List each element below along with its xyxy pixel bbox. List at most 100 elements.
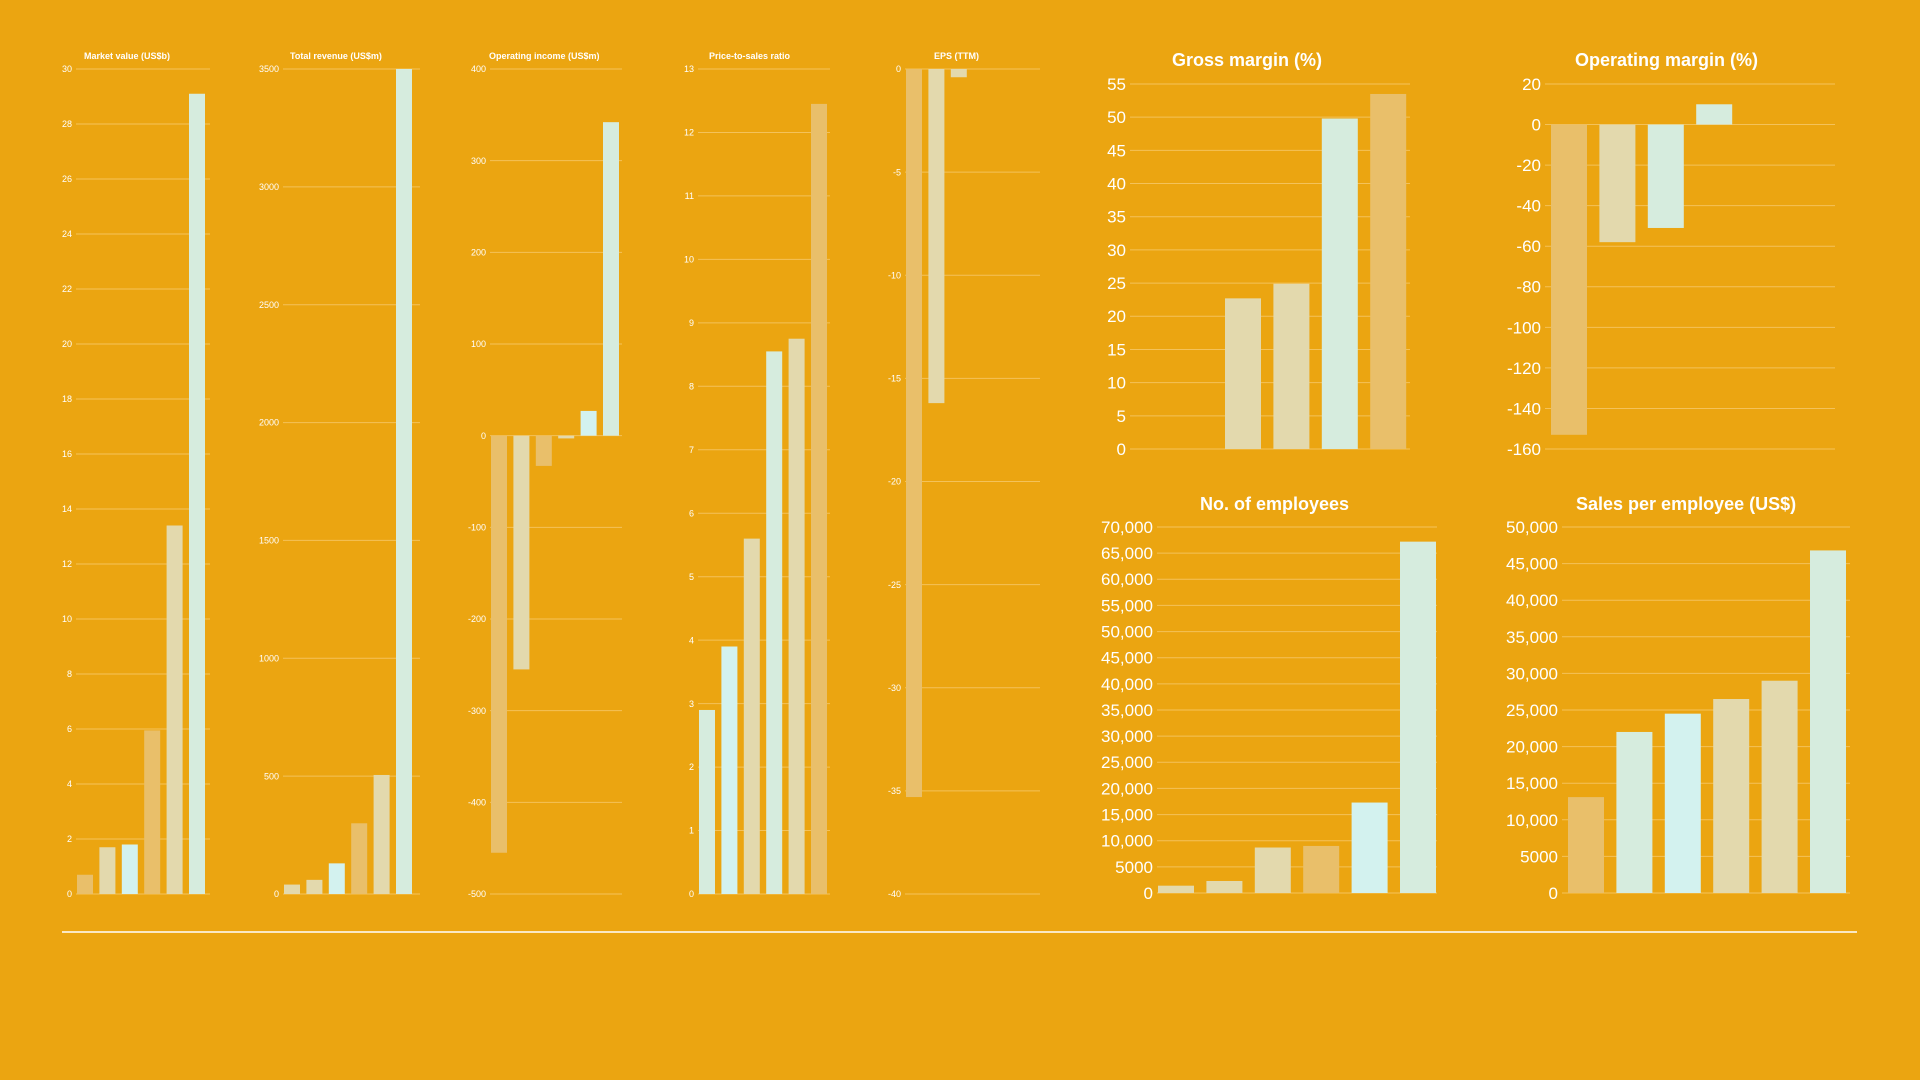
bar [1696, 104, 1733, 125]
bar [1225, 298, 1261, 449]
y-tick-label: 10,000 [1101, 832, 1153, 851]
bar [1599, 124, 1636, 243]
bar [766, 351, 783, 895]
y-tick-label: 35,000 [1506, 628, 1558, 647]
y-tick-label: 15,000 [1506, 774, 1558, 793]
y-tick-label: 0 [1532, 116, 1541, 135]
bar [721, 646, 738, 894]
y-tick-label: -15 [888, 374, 901, 384]
y-tick-label: -60 [1516, 237, 1541, 256]
y-tick-label: 45,000 [1506, 555, 1558, 574]
y-tick-label: 300 [471, 156, 486, 166]
chart-3: -500 -400 -300 -200 -100 0 100 200 300 400Operati… [468, 51, 622, 899]
y-tick-label: -40 [888, 889, 901, 899]
chart-6: 0 5 10 15 20 25 30 35 40 45 50 55 Gross margin (%) [1107, 50, 1410, 459]
y-tick-label: 18 [62, 394, 72, 404]
y-tick-label: 20,000 [1101, 779, 1153, 798]
y-tick-label: -140 [1507, 399, 1541, 418]
y-tick-label: 10 [62, 614, 72, 624]
bar [1370, 93, 1407, 450]
bar [699, 709, 715, 894]
y-tick-label: 0 [481, 431, 486, 441]
y-tick-label: 20 [62, 339, 72, 349]
chart-title: No. of employees [1200, 494, 1349, 514]
y-tick-label: 0 [1549, 884, 1558, 903]
bar [1761, 680, 1798, 893]
bar [1400, 541, 1436, 893]
y-tick-label: 10 [1107, 374, 1126, 393]
bar [1616, 731, 1653, 893]
y-tick-label: 35 [1107, 208, 1126, 227]
y-tick-label: 3 [689, 699, 694, 709]
y-tick-label: -200 [468, 614, 486, 624]
y-tick-label: -100 [1507, 318, 1541, 337]
y-tick-label: -160 [1507, 440, 1541, 459]
y-tick-label: 2 [689, 762, 694, 772]
y-tick-label: 25,000 [1101, 753, 1153, 772]
bar [306, 879, 323, 894]
bar [1551, 124, 1587, 435]
bar [328, 863, 345, 894]
y-tick-label: 26 [62, 174, 72, 184]
bar [189, 93, 205, 894]
y-tick-label: -120 [1507, 359, 1541, 378]
chart-8: 0 5000 10,000 15,000 20,000 25,000 30,000 35,00… [1101, 494, 1437, 903]
y-tick-label: 55,000 [1101, 596, 1153, 615]
y-tick-label: 30,000 [1506, 664, 1558, 683]
y-tick-label: 22 [62, 284, 72, 294]
bar [1647, 124, 1684, 228]
y-tick-label: 2000 [259, 418, 279, 428]
bar [166, 525, 183, 894]
bar [580, 410, 597, 436]
y-tick-label: 7 [689, 445, 694, 455]
y-tick-label: 10,000 [1506, 811, 1558, 830]
y-tick-label: 35,000 [1101, 701, 1153, 720]
y-tick-label: 14 [62, 504, 72, 514]
y-tick-label: -5 [893, 167, 901, 177]
bar [1713, 699, 1750, 893]
y-tick-label: 25,000 [1506, 701, 1558, 720]
chart-title: Total revenue (US$m) [290, 51, 382, 61]
bar [99, 847, 116, 894]
y-tick-label: 50,000 [1101, 623, 1153, 642]
y-tick-label: 25 [1107, 274, 1126, 293]
y-tick-label: 8 [67, 669, 72, 679]
bar [811, 103, 827, 894]
y-tick-label: 40 [1107, 174, 1126, 193]
y-tick-label: 0 [689, 889, 694, 899]
bar [743, 538, 760, 894]
y-tick-label: 70,000 [1101, 518, 1153, 537]
bar [558, 435, 575, 439]
y-tick-label: 6 [689, 508, 694, 518]
y-tick-label: -35 [888, 786, 901, 796]
y-tick-label: 1 [689, 826, 694, 836]
y-tick-label: 5000 [1115, 858, 1153, 877]
chart-title: Gross margin (%) [1172, 50, 1322, 70]
bar [928, 69, 945, 404]
y-tick-label: 0 [1144, 884, 1153, 903]
chart-9: 0 5000 10,000 15,000 20,000 25,000 30,000 35,00… [1506, 494, 1850, 903]
y-tick-label: 2 [67, 834, 72, 844]
bar [77, 874, 93, 894]
y-tick-label: 4 [689, 635, 694, 645]
bar [1273, 283, 1310, 449]
bar [1321, 118, 1358, 449]
y-tick-label: 500 [264, 771, 279, 781]
chart-title: EPS (TTM) [934, 51, 979, 61]
y-tick-label: 6 [67, 724, 72, 734]
y-tick-label: 11 [685, 191, 694, 201]
y-tick-label: 65,000 [1101, 544, 1153, 563]
y-tick-label: 12 [684, 128, 694, 138]
y-tick-label: 60,000 [1101, 570, 1153, 589]
y-tick-label: 55 [1107, 75, 1126, 94]
y-tick-label: 0 [67, 889, 72, 899]
y-tick-label: 15 [1107, 340, 1126, 359]
y-tick-label: 30,000 [1101, 727, 1153, 746]
y-tick-label: 13 [684, 64, 694, 74]
y-tick-label: -10 [888, 270, 901, 280]
bar [535, 435, 552, 466]
bar [491, 435, 507, 853]
y-tick-label: 100 [471, 339, 486, 349]
y-tick-label: 1500 [259, 536, 279, 546]
y-tick-label: 4 [67, 779, 72, 789]
